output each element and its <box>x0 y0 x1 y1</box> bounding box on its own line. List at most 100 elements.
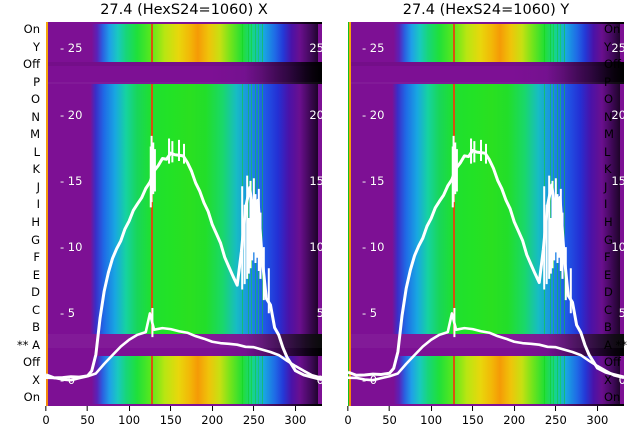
upper-trace-line <box>46 151 322 382</box>
green-spike-cluster <box>240 24 269 62</box>
category-label-right-8: K <box>604 162 612 177</box>
category-label-right-20: X <box>604 372 612 387</box>
x-tick-label: 250 <box>242 413 265 427</box>
x-tick-mark <box>87 406 89 411</box>
category-label-left-1: Y <box>32 39 40 54</box>
x-tick-left-200: 200 <box>201 406 223 427</box>
category-axis-right: On Y Off P O N M L K J I H G F E D C B A ** Off X On <box>600 22 640 406</box>
category-label-right-3: P <box>604 74 611 89</box>
heat-bottom-band <box>348 356 624 404</box>
x-tick-label: 100 <box>420 413 443 427</box>
red-marker-line <box>151 356 153 404</box>
category-axis-left: On Y Off P O N M L K J I H G F E D C B ** A Off X On <box>0 22 44 406</box>
x-tick-mark <box>170 406 172 411</box>
category-label-left-19: Off <box>23 355 40 370</box>
trace-overlay-y <box>348 135 624 382</box>
category-label-left-5: N <box>31 109 40 124</box>
category-label-left-21: On <box>23 390 40 405</box>
trace-noise-spikes <box>149 135 270 338</box>
heat-main-band <box>46 84 322 334</box>
x-tick-mark <box>211 406 213 411</box>
category-label-left-18: ** A <box>16 337 40 352</box>
x-tick-label: 50 <box>382 413 397 427</box>
category-label-left-2: Off <box>23 57 40 72</box>
category-label-right-1: Y <box>604 39 612 54</box>
category-label-left-4: O <box>30 92 40 107</box>
red-marker-line <box>453 84 455 334</box>
category-label-left-8: K <box>32 162 40 177</box>
heat-row-modulation <box>46 332 322 348</box>
x-tick-right-150: 150 <box>462 406 484 427</box>
x-tick-right-200: 200 <box>503 406 525 427</box>
category-label-left-3: P <box>33 74 40 89</box>
x-tick-left-50: 50 <box>80 406 95 427</box>
x-tick-right-100: 100 <box>420 406 442 427</box>
category-label-right-0: On <box>604 22 621 36</box>
x-tick-left-0: 0 <box>42 406 50 427</box>
x-tick-label: 300 <box>586 413 609 427</box>
x-tick-mark <box>472 406 474 411</box>
red-marker-line <box>151 24 153 62</box>
category-label-left-16: C <box>31 302 40 317</box>
trace-overlay-x <box>46 135 322 382</box>
green-spike-cluster <box>542 24 571 62</box>
panel-title-y: 27.4 (HexS24=1060) Y <box>402 2 570 18</box>
x-tick-mark <box>555 406 557 411</box>
heat-main-band <box>348 84 624 334</box>
red-marker-line <box>453 356 455 404</box>
category-label-right-10: I <box>604 197 608 212</box>
x-tick-right-300: 300 <box>586 406 608 427</box>
panel-edge-stripe <box>46 22 48 406</box>
category-label-left-14: E <box>32 267 40 282</box>
category-label-left-10: I <box>36 197 40 212</box>
x-tick-label: 0 <box>42 413 50 427</box>
x-tick-right-0: 0 <box>344 406 352 427</box>
green-spike-cluster <box>542 356 571 404</box>
x-axis-left: 0 50 100 150 200 250 300 <box>42 406 322 440</box>
trace-noise-spikes <box>451 135 572 338</box>
category-label-left-20: X <box>32 372 40 387</box>
x-tick-left-100: 100 <box>118 406 140 427</box>
x-tick-label: 150 <box>461 413 484 427</box>
x-tick-label: 200 <box>503 413 526 427</box>
x-tick-label: 100 <box>118 413 141 427</box>
x-tick-left-250: 250 <box>243 406 265 427</box>
category-label-right-2: Off <box>604 57 621 72</box>
x-tick-right-250: 250 <box>545 406 567 427</box>
red-marker-line <box>151 84 153 334</box>
x-tick-mark <box>513 406 515 411</box>
x-tick-label: 300 <box>284 413 307 427</box>
lower-trace-line <box>348 312 624 382</box>
category-label-right-19: Off <box>604 355 621 370</box>
category-label-right-9: J <box>604 179 608 194</box>
category-label-right-4: O <box>604 92 614 107</box>
category-label-right-5: N <box>604 109 613 124</box>
x-tick-mark <box>45 406 47 411</box>
category-label-left-17: B <box>32 320 40 335</box>
x-tick-mark <box>596 406 598 411</box>
x-tick-left-300: 300 <box>284 406 306 427</box>
panel-edge-stripe-warm <box>349 22 351 406</box>
x-tick-label: 0 <box>344 413 352 427</box>
category-label-left-0: On <box>23 22 40 36</box>
category-label-right-15: D <box>604 285 613 300</box>
x-tick-mark <box>294 406 296 411</box>
category-label-right-17: B <box>604 320 612 335</box>
x-tick-mark <box>253 406 255 411</box>
category-label-left-9: J <box>36 179 40 194</box>
x-tick-mark <box>430 406 432 411</box>
red-marker-line <box>453 24 455 62</box>
upper-trace-line <box>348 149 624 379</box>
green-spike-cluster <box>240 356 269 404</box>
category-label-left-11: H <box>31 215 40 230</box>
x-tick-label: 150 <box>159 413 182 427</box>
category-label-right-16: C <box>604 302 613 317</box>
x-axis-right: 0 50 100 150 200 250 300 <box>344 406 624 440</box>
category-label-right-12: G <box>604 232 613 247</box>
heat-top-band <box>46 24 322 62</box>
